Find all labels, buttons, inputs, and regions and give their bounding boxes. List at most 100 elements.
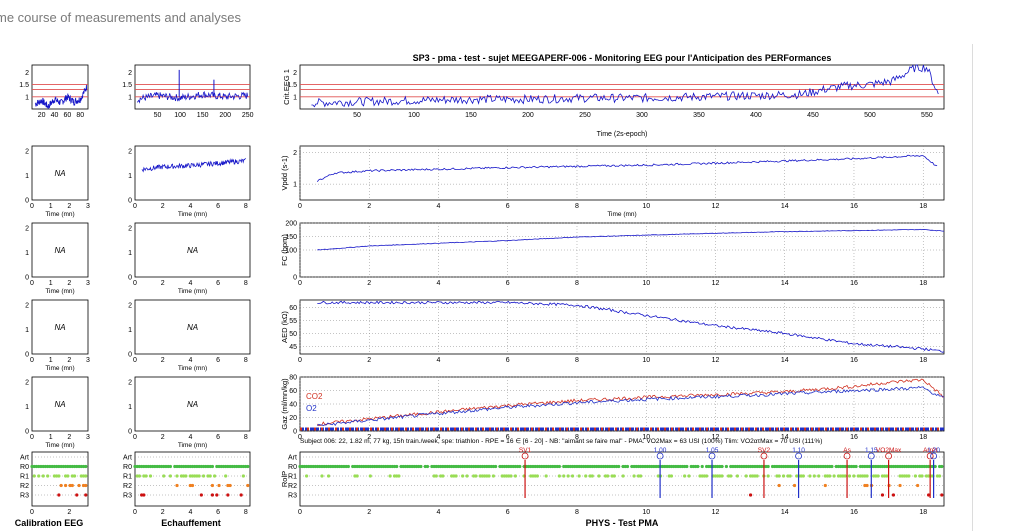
rolp-test-dot [434, 464, 438, 469]
rolp-test-dot [355, 474, 359, 478]
calib-row0-ytick: 0 [25, 198, 29, 205]
rolp-test-dot [612, 464, 616, 469]
rolp-test-dot [452, 474, 456, 478]
calib-row1-frame [31, 222, 89, 278]
calib-row3-xtick: 3 [86, 434, 90, 441]
rolp-test-dot [669, 474, 674, 478]
rolp-warmup-dot [208, 474, 212, 478]
rolp-test-dot [823, 464, 827, 469]
aed-xtick: 10 [642, 357, 650, 364]
rolp-test-dot [735, 464, 739, 469]
vpdd-warmup-xtick: 2 [161, 203, 165, 210]
rolp-test-dot [808, 474, 812, 478]
rolp-test-dot [540, 464, 544, 469]
rolp-test-dot [485, 464, 489, 469]
rolp-test-dot [491, 464, 496, 469]
rolp-test-dot [678, 464, 682, 469]
calib-row2-ytick: 1 [25, 327, 29, 334]
rolp-warmup-dot [197, 464, 201, 469]
rolp-test-dot [938, 474, 942, 478]
rolp-test-dot [759, 464, 764, 469]
rolp-calib-dot [61, 464, 65, 469]
page-title: me course of measurements and analyses [0, 10, 241, 25]
rolp-test-dot [505, 464, 509, 469]
rolp-warmup-dot [204, 464, 208, 469]
rolp-test-dot [806, 464, 810, 469]
rolp-test-dot [913, 464, 918, 469]
rolp-warmup-dot [246, 483, 250, 488]
rolp-test-dot [590, 464, 594, 469]
rolp-test-category: R1 [288, 474, 297, 481]
rolp-warmup-dot [190, 464, 195, 469]
rolp-test-dot [487, 474, 491, 478]
rolp-calib-dot [84, 493, 88, 497]
rolp-test-dot [650, 464, 654, 469]
marker-circle [656, 452, 664, 460]
rolp-warmup-dot [217, 483, 221, 488]
rolp-test-dot [718, 474, 722, 478]
rolp-test-dot [898, 483, 902, 488]
rolp-test-dot [584, 474, 588, 478]
rolp-warmup-dot [213, 474, 217, 478]
rolp-test-dot [318, 464, 322, 469]
rolp-test-dot [599, 464, 603, 469]
warmup-row1-xtick: 2 [161, 280, 165, 287]
rolp-test-dot [597, 464, 601, 469]
rolp-test-dot [916, 483, 920, 488]
rolp-test-dot [720, 464, 724, 469]
rolp-calib-dot [72, 474, 77, 478]
warmup-row3-xtick: 0 [133, 434, 137, 441]
fc-xtick: 18 [919, 280, 927, 287]
rolp-test-dot [630, 464, 634, 469]
fc-xtick: 10 [642, 280, 650, 287]
rolp-calib-dot [84, 474, 88, 478]
rolp-warmup-dot [228, 464, 232, 469]
rolp-test-xtick: 6 [506, 509, 510, 516]
rolp-test-dot [705, 474, 709, 478]
aed-xtick: 12 [712, 357, 720, 364]
rolp-test-dot [707, 464, 711, 469]
rolp-test-dot [641, 464, 645, 469]
crit-eeg-xtick: 50 [353, 112, 361, 119]
warmup-row2-ytick: 1 [128, 327, 132, 334]
rolp-warmup-dot [226, 493, 230, 497]
calib-row0-xtick: 3 [86, 203, 90, 210]
rolp-test-dot [487, 464, 491, 469]
rolp-test-dot [375, 464, 379, 469]
rolp-test-dot [450, 464, 454, 469]
vpdd-ylabel: Vpdd (s-1) [280, 155, 289, 191]
rolp-warmup-dot [224, 474, 228, 478]
crit-warmup-xtick: 250 [242, 112, 254, 119]
rolp-calib-dot [43, 464, 48, 469]
rolp-warmup-dot [182, 474, 186, 478]
rolp-test-dot [335, 464, 339, 469]
rolp-test-dot [577, 464, 581, 469]
rolp-warmup-dot [175, 483, 179, 488]
gaz-xtick: 0 [298, 434, 302, 441]
rolp-test-frame [299, 451, 945, 507]
rolp-test-dot [557, 464, 561, 469]
rolp-test-dot [595, 464, 599, 469]
rolp-test-dot [757, 464, 761, 469]
rolp-test-dot [544, 474, 548, 478]
vpdd-warmup-series-line [141, 158, 246, 173]
rolp-warmup-dot [246, 464, 250, 469]
crit-calib-series-line [34, 84, 88, 110]
rolp-test-dot [645, 464, 649, 469]
rolp-test-dot [379, 464, 383, 469]
rolp-test-dot [535, 464, 539, 469]
marker-label: 1,20 [927, 447, 940, 454]
gaz-legend-co2: CO2 [306, 392, 323, 401]
warmup-row3-xtick: 2 [161, 434, 165, 441]
warmup-row2-ytick: 0 [128, 352, 132, 359]
rolp-test-dot [390, 464, 394, 469]
rolp-test-dot [469, 464, 474, 469]
crit-eeg-ytick: 1.5 [287, 82, 297, 89]
rolp-test-category: R0 [288, 464, 297, 471]
rolp-test-dot [509, 464, 513, 469]
rolp-calib-dot [81, 474, 86, 478]
rolp-test-dot [814, 464, 819, 469]
rolp-test-dot [812, 474, 816, 478]
rolp-warmup-category: R1 [123, 474, 132, 481]
